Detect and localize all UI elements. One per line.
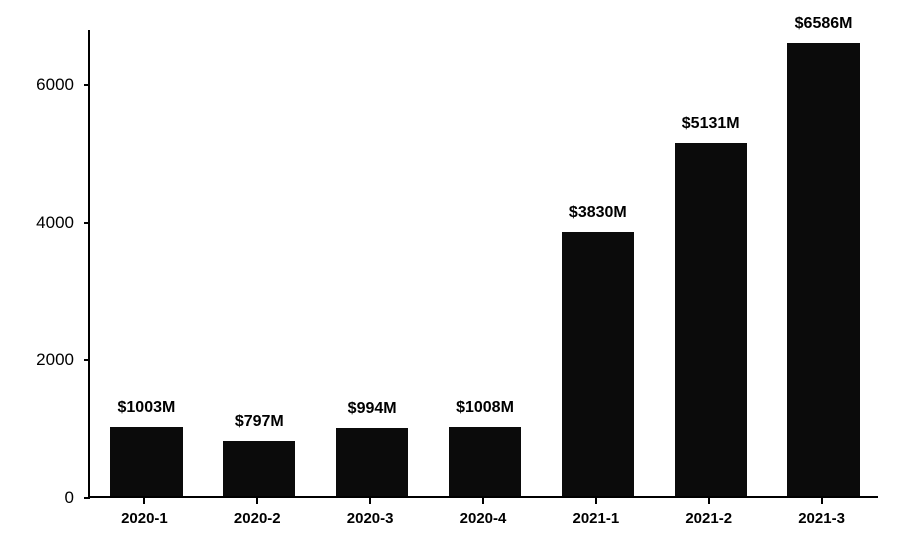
bar	[449, 427, 521, 496]
bar-value-label: $6586M	[754, 15, 894, 33]
y-tick-label: 6000	[0, 75, 74, 95]
bar-chart: $1003M$797M$994M$1008M$3830M$5131M$6586M…	[0, 0, 898, 546]
x-tick-mark	[482, 498, 484, 504]
bar	[110, 427, 182, 496]
x-tick-mark	[369, 498, 371, 504]
x-axis: 2020-1 2020-2 2020-3 2020-4 2021-1 2021-2 2021…	[88, 498, 878, 546]
y-tick-label: 0	[0, 488, 74, 508]
x-tick-mark	[821, 498, 823, 504]
x-tick-label: 2020-3	[347, 510, 394, 527]
plot-area: $1003M$797M$994M$1008M$3830M$5131M$6586M	[88, 30, 878, 498]
y-axis: 0200040006000	[0, 30, 88, 498]
y-tick-label: 4000	[0, 213, 74, 233]
bar	[223, 441, 295, 496]
x-tick-label: 2020-2	[234, 510, 281, 527]
x-tick-label: 2021-2	[685, 510, 732, 527]
bar-value-label: $5131M	[641, 115, 781, 133]
bar	[336, 428, 408, 496]
x-tick-label: 2020-4	[460, 510, 507, 527]
bars-layer: $1003M$797M$994M$1008M$3830M$5131M$6586M	[90, 30, 878, 496]
bar-value-label: $3830M	[528, 204, 668, 222]
x-tick-label: 2020-1	[121, 510, 168, 527]
x-tick-mark	[256, 498, 258, 504]
x-tick-mark	[708, 498, 710, 504]
x-tick-label: 2021-3	[798, 510, 845, 527]
bar	[787, 43, 859, 496]
x-tick-mark	[595, 498, 597, 504]
bar-value-label: $1008M	[415, 399, 555, 417]
x-tick-label: 2021-1	[572, 510, 619, 527]
bar	[675, 143, 747, 496]
x-tick-mark	[143, 498, 145, 504]
bar	[562, 232, 634, 496]
y-tick-label: 2000	[0, 350, 74, 370]
